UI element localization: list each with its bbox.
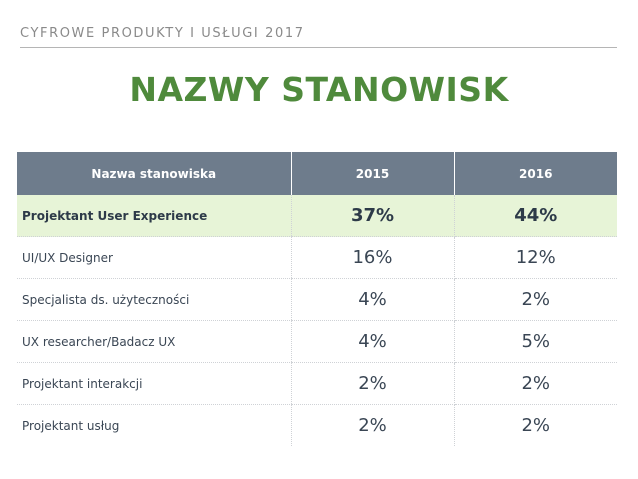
table-row: Projektant usług 2% 2%: [17, 404, 617, 446]
job-title-cell: Projektant interakcji: [17, 362, 291, 405]
report-header-label: CYFROWE PRODUKTY I USŁUGI 2017: [20, 26, 305, 41]
page-title: NAZWY STANOWISK: [129, 70, 509, 109]
value-2016-cell: 2%: [521, 415, 551, 436]
table-row: Specjalista ds. użyteczności 4% 2%: [17, 278, 617, 321]
value-2015-cell: 2%: [290, 362, 455, 405]
value-2015-cell: 4%: [290, 320, 455, 363]
job-title-cell: UX researcher/Badacz UX: [17, 320, 291, 363]
table-row: UI/UX Designer 16% 12%: [17, 236, 617, 279]
value-2016-cell: 44%: [454, 195, 617, 237]
value-2015-cell: 4%: [290, 278, 455, 321]
job-title-cell: UI/UX Designer: [17, 236, 291, 279]
value-2015-cell: 37%: [290, 195, 455, 237]
value-2016-cell: 2%: [454, 278, 617, 321]
value-2016-cell: 2%: [454, 362, 617, 405]
job-title-cell: Projektant usług: [22, 418, 120, 433]
job-title-cell: Specjalista ds. użyteczności: [17, 278, 291, 321]
value-2016-cell: 5%: [454, 320, 617, 363]
header-divider: [20, 47, 617, 48]
column-header-job-title: Nazwa stanowiska: [17, 152, 291, 195]
value-2015-cell: 16%: [290, 236, 455, 279]
table-row: UX researcher/Badacz UX 4% 5%: [17, 320, 617, 363]
table-row: Projektant interakcji 2% 2%: [17, 362, 617, 405]
value-2015-cell: 2%: [290, 404, 455, 446]
column-header-2016: 2016: [453, 152, 617, 195]
column-header-2015: 2015: [290, 152, 454, 195]
job-titles-table: Nazwa stanowiska 2015 2016 Projektant Us…: [17, 152, 617, 446]
table-row-highlighted: Projektant User Experience 37% 44%: [17, 195, 617, 237]
job-title-cell: Projektant User Experience: [17, 195, 291, 237]
value-2016-cell: 12%: [454, 236, 617, 279]
table-header-row: Nazwa stanowiska 2015 2016: [17, 152, 617, 195]
